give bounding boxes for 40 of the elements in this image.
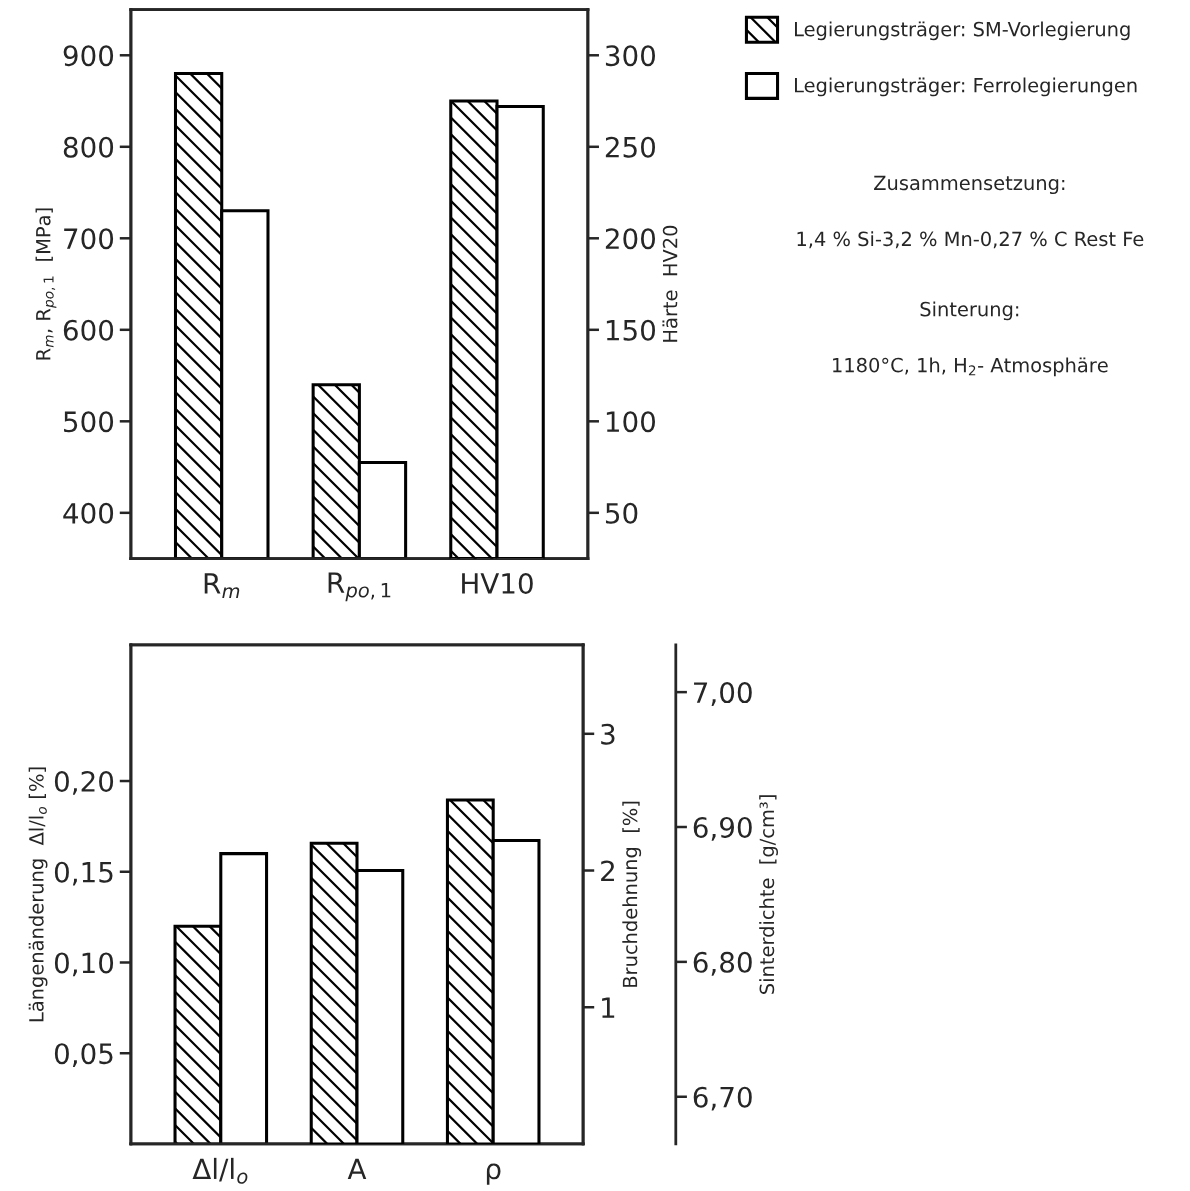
text: 1,4 % Si-3,2 % Mn-0,27 % C Rest Fe xyxy=(797,231,1144,249)
x-tick-label: Δl/l$_{o}$ xyxy=(192,1157,248,1184)
y-axis-title: Längenänderung Δl/l$_{o}$ [%] xyxy=(28,767,48,1022)
y-axis-title: R$_{m}$, R$_{po,1}$ [MPa] xyxy=(35,208,57,360)
x-tick-label: ρ xyxy=(486,1163,501,1185)
y2-tick-label: 250 xyxy=(605,136,656,158)
legend-label: Legierungsträger: Ferrolegierungen xyxy=(795,77,1137,97)
x-tick-label: R$_{po,1}$ xyxy=(328,572,391,602)
y2-tick-label: 100 xyxy=(606,411,656,433)
y2-tick-label: 300 xyxy=(605,45,656,67)
y2-tick-label: 150 xyxy=(606,319,656,341)
y-tick-label: 0,15 xyxy=(54,861,113,886)
x-tick-label: A xyxy=(347,1158,367,1179)
y-tick-label: 0,10 xyxy=(54,952,114,977)
y2-tick-label: 50 xyxy=(605,502,638,524)
y2-tick-label: 2 xyxy=(601,860,614,882)
y-tick-label: 400 xyxy=(63,502,114,524)
x-tick-label: HV10 xyxy=(462,572,533,594)
y2-tick-label: 3 xyxy=(601,723,615,745)
text: Sinterung: xyxy=(920,301,1019,321)
y-tick-label: 700 xyxy=(64,228,114,250)
legend-label: Legierungsträger: SM-Vorlegierung xyxy=(795,21,1130,41)
y-tick-label: 800 xyxy=(63,136,114,158)
y-tick-label: 0,20 xyxy=(54,770,114,795)
y3-tick-label: 6,80 xyxy=(693,951,752,976)
y-tick-label: 600 xyxy=(63,319,114,341)
text: 1180°C, 1h, H$_{2}$- Atmosphäre xyxy=(833,357,1108,377)
y2-tick-label: 1 xyxy=(602,997,615,1018)
y3-tick-label: 7,00 xyxy=(694,682,752,706)
y2-axis-title: Bruchdehnung [%] xyxy=(622,801,642,987)
y3-axis-title: Sinterdichte [g/cm³] xyxy=(759,795,778,994)
y-tick-label: 500 xyxy=(64,411,114,433)
y2-tick-label: 200 xyxy=(605,228,656,250)
y3-tick-label: 6,90 xyxy=(693,816,752,841)
y-tick-label: 900 xyxy=(63,45,114,67)
y2-axis-title: Härte HV20 xyxy=(662,225,678,342)
y-tick-label: 0,05 xyxy=(54,1043,113,1068)
y3-tick-label: 6,70 xyxy=(693,1086,752,1111)
text: Zusammensetzung: xyxy=(874,175,1065,195)
x-tick-label: R$_{m}$ xyxy=(204,573,240,599)
